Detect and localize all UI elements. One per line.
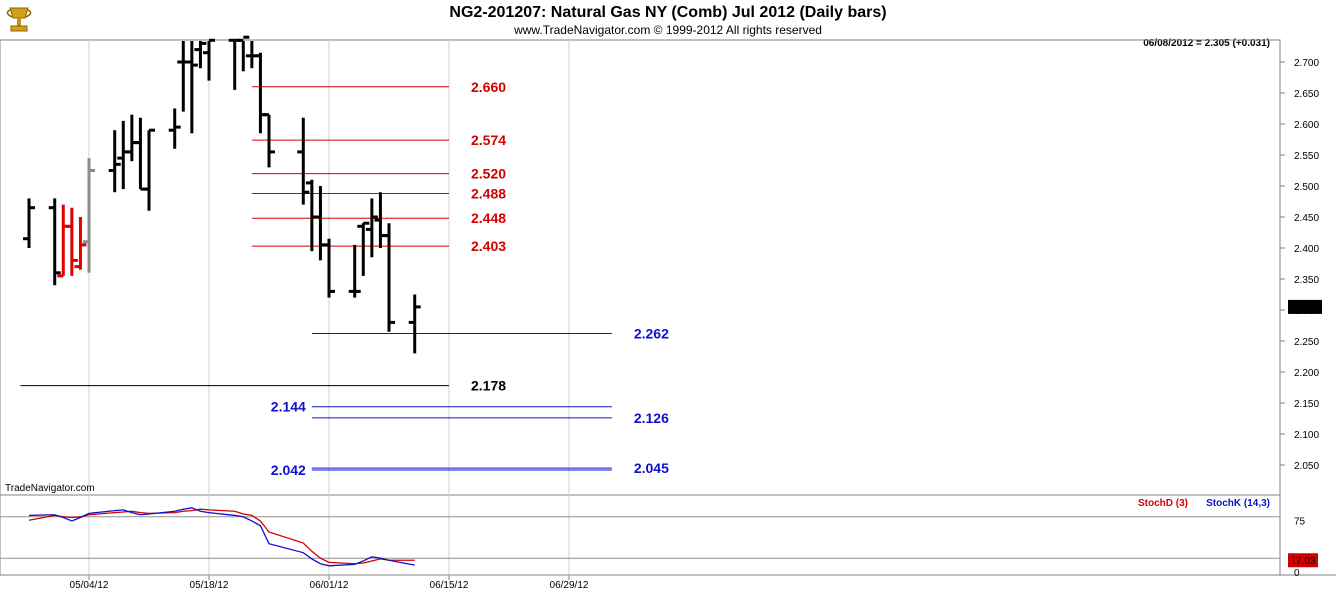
ohlc-bar — [254, 52, 267, 134]
y-tick-label: 2.600 — [1294, 120, 1319, 131]
y-tick-label: 2.650 — [1294, 89, 1319, 100]
stoch-y-tick-label: 0 — [1294, 568, 1300, 579]
y-tick-label: 2.500 — [1294, 182, 1319, 193]
ohlc-bar — [65, 207, 78, 276]
last-price-marker: 2.305 — [1288, 299, 1322, 314]
ohlc-bar — [168, 108, 181, 149]
stoch-series-line — [28, 507, 415, 567]
y-tick-label: 2.250 — [1294, 337, 1319, 348]
ohlc-bar — [48, 198, 61, 286]
ohlc-bar — [143, 128, 155, 211]
level-label: 2.144 — [271, 399, 306, 415]
ohlc-bar — [108, 130, 121, 193]
level-label: 2.178 — [471, 378, 506, 394]
x-tick-label: 05/04/12 — [70, 580, 109, 591]
stoch-legend-entry: StochK (14,3) — [1206, 498, 1270, 509]
level-label: 2.042 — [271, 462, 306, 478]
last-quote-label: 06/08/2012 = 2.305 (+0.031) — [1143, 38, 1270, 49]
stoch-pane-frame — [0, 494, 1281, 576]
ohlc-bar — [125, 114, 138, 162]
ohlc-bars — [23, 35, 421, 354]
ohlc-bar — [323, 238, 335, 298]
ohlc-bar — [374, 192, 387, 248]
ohlc-bar — [23, 198, 35, 248]
ohlc-bar — [83, 158, 95, 273]
x-tick-label: 06/29/12 — [550, 580, 589, 591]
y-tick-label: 2.400 — [1294, 244, 1319, 255]
ohlc-bar — [134, 117, 147, 191]
ohlc-bar — [117, 120, 130, 190]
x-tick-label: 06/01/12 — [310, 580, 349, 591]
copyright-text: www.TradeNavigator.com © 1999-2012 All r… — [513, 23, 822, 37]
chart-title: NG2-201207: Natural Gas NY (Comb) Jul 20… — [449, 4, 886, 21]
stoch-legend-entry: StochD (3) — [1138, 498, 1188, 509]
ohlc-bar — [383, 223, 395, 332]
ohlc-bar — [365, 198, 378, 258]
ohlc-bar — [185, 41, 198, 134]
ohlc-bar — [194, 41, 207, 69]
last-price-box — [1288, 299, 1322, 314]
level-label: 2.448 — [471, 210, 506, 226]
y-tick-label: 2.350 — [1294, 275, 1319, 286]
ohlc-bar — [237, 35, 250, 72]
last-price-label: 2.305 — [1292, 303, 1317, 314]
stochastic-pane: 75 0 StochD (3) StochK (14,3) 17.03 — [0, 498, 1318, 579]
y-tick-label: 2.150 — [1294, 399, 1319, 410]
price-levels: 2.660 2.574 2.520 2.488 2.448 2.403 2.262 2.178… — [20, 79, 669, 478]
ohlc-bar — [177, 41, 190, 112]
stoch-y-tick-label: 75 — [1294, 516, 1306, 527]
y-tick-label: 2.700 — [1294, 58, 1319, 69]
ohlc-bar — [203, 38, 215, 81]
level-label: 2.403 — [471, 238, 506, 254]
x-tick-label: 05/18/12 — [190, 580, 229, 591]
ohlc-bar — [305, 179, 318, 252]
level-label: 2.520 — [471, 166, 506, 182]
ohlc-bar — [408, 294, 421, 354]
price-y-axis: 2.0502.1002.1502.2002.2502.3002.3502.400… — [1280, 58, 1319, 472]
level-label: 2.660 — [471, 79, 506, 95]
y-tick-label: 2.450 — [1294, 213, 1319, 224]
ohlc-bar — [314, 186, 327, 261]
x-tick-label: 06/15/12 — [430, 580, 469, 591]
vertical-grid — [88, 40, 570, 575]
y-tick-label: 2.050 — [1294, 461, 1319, 472]
ohlc-bar — [297, 117, 310, 205]
x-axis: 05/04/12 05/18/12 06/01/12 06/15/12 06/29/12 — [70, 575, 589, 591]
ohlc-bar — [263, 113, 275, 168]
y-tick-label: 2.200 — [1294, 368, 1319, 379]
level-label: 2.262 — [634, 326, 669, 342]
level-label: 2.574 — [471, 132, 506, 148]
ohlc-bar — [57, 204, 70, 278]
stoch-last-value-box — [1288, 553, 1318, 568]
ohlc-bar — [348, 244, 361, 298]
level-label: 2.126 — [634, 410, 669, 426]
ohlc-bar — [357, 221, 370, 276]
ohlc-bar — [74, 217, 87, 270]
stoch-series-line — [28, 508, 415, 565]
watermark-text: TradeNavigator.com — [5, 483, 95, 494]
y-tick-label: 2.100 — [1294, 430, 1319, 441]
ohlc-bar — [228, 38, 241, 90]
stoch-last-value-label: 17.03 — [1290, 556, 1315, 567]
logo-icon — [6, 7, 32, 32]
y-tick-label: 2.550 — [1294, 151, 1319, 162]
level-label: 2.045 — [634, 460, 669, 476]
level-label: 2.488 — [471, 185, 506, 201]
